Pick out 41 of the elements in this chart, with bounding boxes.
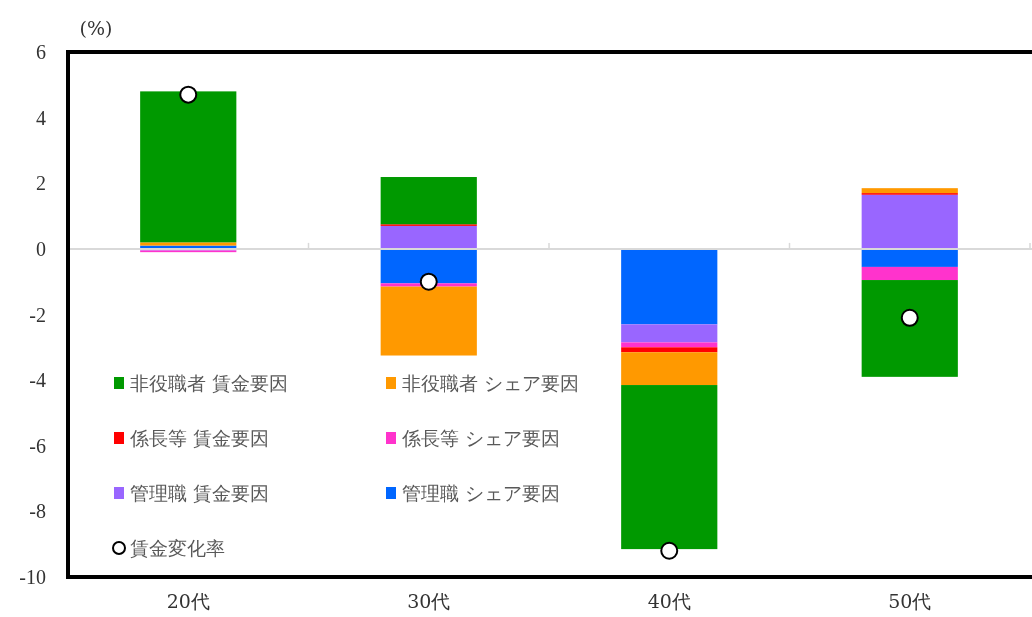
x-tick-label: 20代 (166, 590, 210, 612)
legend-label: 賃金変化率 (130, 537, 225, 559)
y-tick-label: -10 (19, 566, 46, 588)
x-tick-label: 40代 (647, 590, 691, 612)
point (419, 272, 438, 291)
bar (861, 248, 958, 267)
legend-label: 管理職 シェア要因 (402, 482, 561, 504)
y-tick-label: -8 (29, 500, 46, 523)
point (179, 85, 198, 104)
y-tick-label: 2 (36, 172, 46, 195)
legend-label: 管理職 賃金要因 (130, 482, 270, 504)
y-tick-label: -2 (29, 303, 46, 326)
x-tick-label: 50代 (888, 590, 932, 612)
bar (861, 194, 958, 249)
bar (861, 280, 958, 377)
x-tick-label: 30代 (407, 590, 451, 612)
bar (380, 177, 477, 225)
y-tick-label: -4 (29, 369, 46, 392)
bar (621, 352, 718, 386)
bar (380, 225, 477, 249)
y-tick-label: 6 (36, 41, 46, 63)
bar (140, 91, 237, 243)
y-axis-title: (%) (79, 17, 113, 39)
y-tick-label: 0 (36, 237, 46, 260)
bar (380, 248, 477, 284)
bar (621, 347, 718, 353)
bar (621, 385, 718, 550)
point (660, 541, 679, 560)
bar (861, 188, 958, 194)
bar (380, 286, 477, 356)
legend-label: 非役職者 賃金要因 (130, 372, 289, 394)
legend-label: 係長等 賃金要因 (129, 427, 270, 449)
y-tick-label: -6 (29, 434, 46, 457)
y-tick-label: 4 (36, 106, 46, 129)
legend-label: 係長等 シェア要因 (401, 427, 561, 449)
bar (621, 342, 718, 348)
bar (621, 324, 718, 343)
bar (621, 248, 718, 325)
point (900, 308, 919, 327)
bar (861, 266, 958, 281)
legend-label: 非役職者 シェア要因 (402, 372, 580, 394)
